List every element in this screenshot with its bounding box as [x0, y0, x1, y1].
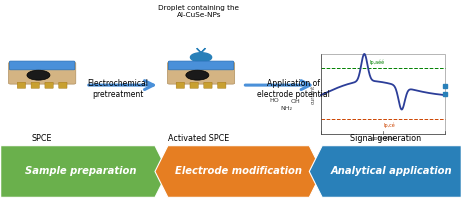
FancyBboxPatch shape — [321, 54, 445, 134]
FancyBboxPatch shape — [168, 62, 234, 84]
Text: Electrode modification: Electrode modification — [175, 166, 302, 176]
FancyBboxPatch shape — [8, 62, 76, 84]
Text: HO: HO — [270, 98, 279, 103]
FancyBboxPatch shape — [190, 82, 198, 88]
Text: Electrochemical
pretreatment: Electrochemical pretreatment — [88, 79, 149, 99]
Text: NH₂: NH₂ — [280, 106, 292, 111]
Circle shape — [27, 70, 50, 80]
Text: Analytical application: Analytical application — [331, 166, 453, 176]
Text: Ip,cé: Ip,cé — [383, 122, 395, 128]
FancyBboxPatch shape — [17, 82, 26, 88]
Text: potential: potential — [371, 136, 395, 141]
Polygon shape — [0, 146, 168, 197]
FancyBboxPatch shape — [168, 61, 234, 70]
FancyBboxPatch shape — [45, 82, 53, 88]
Text: Application of
electrode potential: Application of electrode potential — [257, 79, 329, 99]
Text: Sample preparation: Sample preparation — [25, 166, 137, 176]
FancyBboxPatch shape — [204, 82, 212, 88]
Text: Signal generation: Signal generation — [350, 134, 421, 143]
Text: OH: OH — [291, 99, 300, 104]
FancyBboxPatch shape — [58, 82, 67, 88]
FancyBboxPatch shape — [218, 82, 226, 88]
Text: SPCE: SPCE — [32, 134, 52, 143]
Circle shape — [186, 70, 209, 80]
Polygon shape — [309, 146, 461, 197]
Polygon shape — [190, 48, 212, 62]
Text: Ip,aéé: Ip,aéé — [369, 59, 384, 65]
FancyBboxPatch shape — [176, 82, 184, 88]
Text: Droplet containing the
Al-CuSe-NPs: Droplet containing the Al-CuSe-NPs — [158, 5, 239, 18]
FancyBboxPatch shape — [31, 82, 39, 88]
Text: current: current — [311, 84, 316, 104]
Polygon shape — [155, 146, 322, 197]
FancyBboxPatch shape — [9, 61, 75, 70]
Text: Activated SPCE: Activated SPCE — [168, 134, 229, 143]
